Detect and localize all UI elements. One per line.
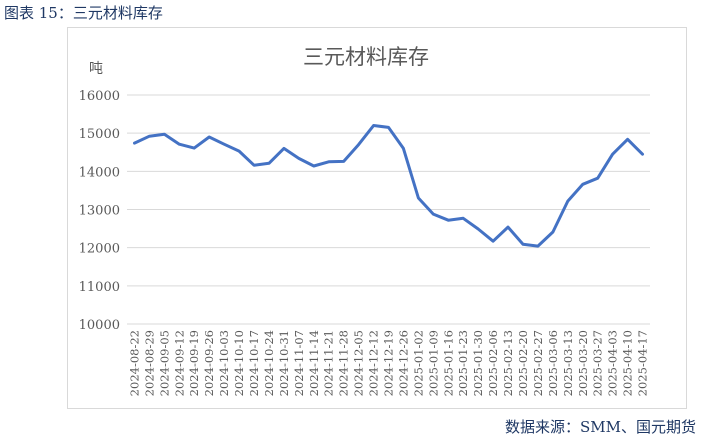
x-tick-label: 2025-01-09 <box>426 330 440 396</box>
x-tick-label: 2025-04-03 <box>606 330 620 396</box>
x-tick-label: 2024-12-05 <box>352 330 366 396</box>
x-tick-label: 2025-02-13 <box>501 330 515 396</box>
x-tick-label: 2025-01-23 <box>456 330 470 396</box>
x-tick-label: 2025-02-20 <box>516 330 530 396</box>
y-tick-label: 14000 <box>79 165 120 180</box>
x-tick-label: 2025-03-20 <box>576 330 590 396</box>
x-tick-label: 2024-12-26 <box>396 330 410 396</box>
x-tick-label: 2024-12-12 <box>367 330 381 396</box>
x-tick-label: 2024-10-17 <box>247 330 261 396</box>
x-tick-label: 2024-11-21 <box>322 330 336 396</box>
x-tick-label: 2025-01-02 <box>411 330 425 396</box>
series-line <box>133 124 644 248</box>
x-tick-label: 2025-01-30 <box>471 330 485 396</box>
x-tick-label: 2024-08-29 <box>142 330 156 396</box>
y-tick-label: 12000 <box>79 242 120 257</box>
x-tick-label: 2024-10-24 <box>262 330 276 396</box>
chart-title: 三元材料库存 <box>303 45 429 69</box>
x-tick-label: 2024-09-05 <box>157 330 171 396</box>
x-tick-label: 2024-09-19 <box>187 330 201 396</box>
y-tick-label: 15000 <box>79 127 120 142</box>
y-axis-unit: 吨 <box>89 61 103 77</box>
x-tick-label: 2024-09-12 <box>172 330 186 396</box>
x-tick-label: 2025-02-06 <box>486 330 500 396</box>
y-tick-label: 16000 <box>79 89 120 104</box>
x-tick-label: 2024-08-22 <box>127 330 141 396</box>
x-tick-label: 2025-02-27 <box>531 330 545 396</box>
x-tick-label: 2024-10-10 <box>232 330 246 396</box>
y-tick-label: 11000 <box>79 280 120 295</box>
x-tick-label: 2025-04-17 <box>636 330 650 396</box>
x-tick-label: 2024-11-28 <box>337 330 351 396</box>
x-tick-label: 2025-03-27 <box>591 330 605 396</box>
x-tick-label: 2024-12-19 <box>382 330 396 396</box>
x-tick-label: 2025-03-13 <box>561 330 575 396</box>
x-tick-label: 2024-10-31 <box>277 330 291 396</box>
figure-title: 图表 15：三元材料库存 <box>4 4 163 22</box>
source-note: 数据来源：SMM、国元期货 <box>505 418 696 436</box>
y-tick-label: 10000 <box>79 318 120 333</box>
x-tick-label: 2024-09-26 <box>202 330 216 396</box>
x-tick-label: 2024-11-07 <box>292 330 306 396</box>
x-tick-label: 2025-03-06 <box>546 330 560 396</box>
x-tick-label: 2024-11-14 <box>307 330 321 396</box>
y-tick-label: 13000 <box>79 204 120 219</box>
x-tick-label: 2025-01-16 <box>441 330 455 396</box>
x-tick-label: 2025-04-10 <box>621 330 635 396</box>
x-tick-label: 2024-10-03 <box>217 330 231 396</box>
chart-frame <box>67 27 687 409</box>
